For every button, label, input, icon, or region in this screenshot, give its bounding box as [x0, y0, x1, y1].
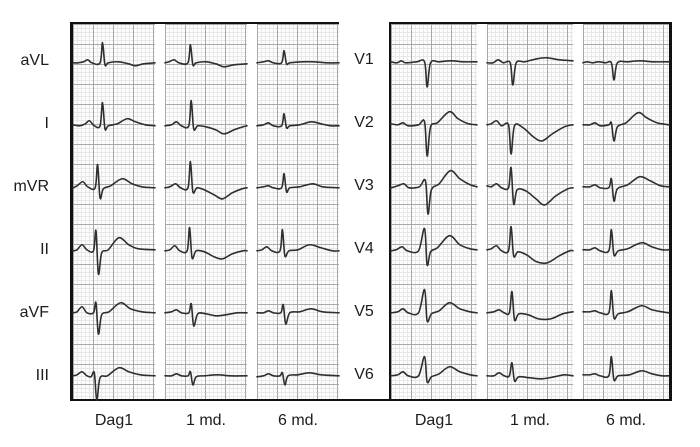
- lead-label-mvr: mVR: [13, 177, 49, 195]
- column-label-1md-left: 1 md.: [185, 412, 226, 429]
- ecg-trace-I-col2: [165, 87, 247, 150]
- ecg-strip-limb-leads-3: [257, 24, 339, 399]
- ecg-trace-V6-col3: [583, 337, 669, 400]
- column-label-6md-right: 6 md.: [605, 412, 646, 429]
- ecg-trace-V4-col3: [583, 212, 669, 275]
- ecg-trace-aVL-col2: [165, 24, 247, 87]
- chest-lead-labels: V1 V2 V3 V4 V5 V6: [339, 22, 389, 401]
- lead-label-avl: aVL: [20, 51, 49, 69]
- column-label-dag1-right: Dag1: [414, 412, 454, 429]
- caption-spacer-mid: [339, 412, 389, 430]
- ecg-trace-II-col3: [257, 212, 339, 275]
- ecg-trace-I-col1: [73, 87, 155, 150]
- lead-label-v2: V2: [354, 114, 374, 132]
- column-label-1md-right: 1 md.: [509, 412, 550, 429]
- lead-label-v1: V1: [354, 51, 374, 69]
- ecg-trace-aVL-col3: [257, 24, 339, 87]
- ecg-trace-III-col1: [73, 337, 155, 400]
- ecg-trace-V3-col3: [583, 149, 669, 212]
- ecg-panels-row: aVL I mVR II aVF III V1 V2 V3 V4 V5 V6: [0, 22, 700, 401]
- serial-ecg-figure: aVL I mVR II aVF III V1 V2 V3 V4 V5 V6 D…: [0, 22, 700, 430]
- ecg-trace-V4-col2: [487, 212, 573, 275]
- column-label-6md-left: 6 md.: [277, 412, 318, 429]
- ecg-trace-V5-col2: [487, 274, 573, 337]
- ecg-trace-V1-col2: [487, 24, 573, 87]
- ecg-trace-V6-col2: [487, 337, 573, 400]
- ecg-trace-V6-col1: [391, 337, 477, 400]
- chest-panel-captions: Dag1 1 md. 6 md.: [389, 412, 672, 430]
- ecg-trace-aVF-col2: [165, 274, 247, 337]
- ecg-trace-aVL-col1: [73, 24, 155, 87]
- lead-label-iii: III: [35, 367, 49, 385]
- ecg-trace-II-col1: [73, 212, 155, 275]
- lead-label-v3: V3: [354, 177, 374, 195]
- ecg-trace-III-col2: [165, 337, 247, 400]
- ecg-trace-V2-col2: [487, 87, 573, 150]
- ecg-strip-chest-leads-2: [487, 24, 573, 399]
- ecg-trace-V5-col1: [391, 274, 477, 337]
- ecg-trace-mVR-col2: [165, 149, 247, 212]
- ecg-trace-aVF-col1: [73, 274, 155, 337]
- ecg-trace-V3-col2: [487, 149, 573, 212]
- ecg-trace-mVR-col1: [73, 149, 155, 212]
- ecg-strip-limb-leads-2: [165, 24, 247, 399]
- lead-label-v6: V6: [354, 365, 374, 383]
- ecg-trace-mVR-col3: [257, 149, 339, 212]
- caption-spacer-left: [0, 412, 70, 430]
- ecg-trace-aVF-col3: [257, 274, 339, 337]
- column-label-dag1-left: Dag1: [94, 412, 134, 429]
- ecg-strip-chest-leads-1: [391, 24, 477, 399]
- chest-leads-panel: [389, 22, 672, 401]
- ecg-trace-V1-col1: [391, 24, 477, 87]
- ecg-trace-V4-col1: [391, 212, 477, 275]
- timepoint-captions-row: Dag1 1 md. 6 md. Dag1 1 md. 6 md.: [0, 412, 700, 430]
- ecg-trace-III-col3: [257, 337, 339, 400]
- limb-leads-panel: [70, 22, 339, 401]
- ecg-strip-limb-leads-1: [73, 24, 155, 399]
- lead-label-avf: aVF: [19, 304, 49, 322]
- ecg-trace-I-col3: [257, 87, 339, 150]
- ecg-trace-V5-col3: [583, 274, 669, 337]
- limb-lead-labels: aVL I mVR II aVF III: [0, 22, 70, 401]
- ecg-strip-chest-leads-3: [583, 24, 669, 399]
- ecg-trace-V2-col1: [391, 87, 477, 150]
- limb-panel-captions: Dag1 1 md. 6 md.: [70, 412, 339, 430]
- ecg-trace-V2-col3: [583, 87, 669, 150]
- lead-label-ii: II: [40, 241, 49, 259]
- ecg-trace-V3-col1: [391, 149, 477, 212]
- ecg-trace-II-col2: [165, 212, 247, 275]
- lead-label-v4: V4: [354, 239, 374, 257]
- ecg-trace-V1-col3: [583, 24, 669, 87]
- lead-label-i: I: [44, 114, 49, 132]
- lead-label-v5: V5: [354, 302, 374, 320]
